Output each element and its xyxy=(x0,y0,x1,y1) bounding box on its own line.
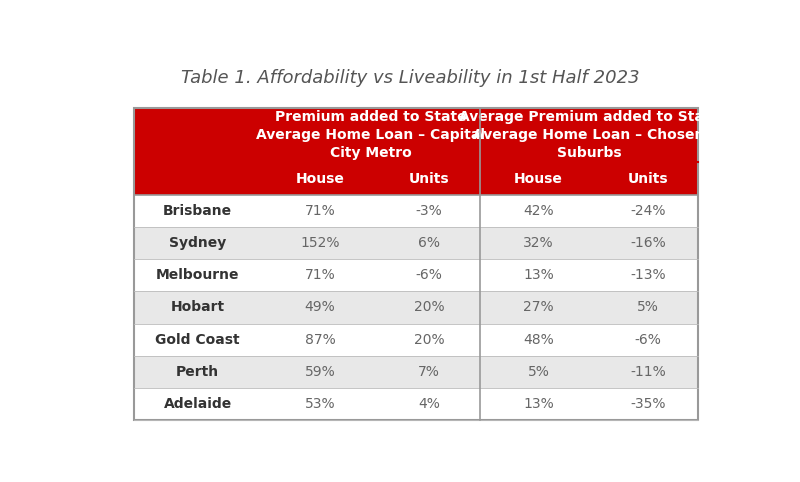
Text: 87%: 87% xyxy=(305,333,335,347)
FancyBboxPatch shape xyxy=(598,388,698,420)
Text: 32%: 32% xyxy=(523,236,554,250)
FancyBboxPatch shape xyxy=(598,356,698,388)
FancyBboxPatch shape xyxy=(262,356,378,388)
Text: 48%: 48% xyxy=(523,333,554,347)
Text: -11%: -11% xyxy=(630,364,666,378)
Text: -13%: -13% xyxy=(630,268,666,282)
FancyBboxPatch shape xyxy=(378,323,480,356)
Text: Units: Units xyxy=(409,172,450,186)
Text: Average Premium added to State
Average Home Loan – Chosen
Suburbs: Average Premium added to State Average H… xyxy=(458,110,719,160)
Text: -16%: -16% xyxy=(630,236,666,250)
FancyBboxPatch shape xyxy=(134,259,262,292)
FancyBboxPatch shape xyxy=(378,228,480,259)
Text: -3%: -3% xyxy=(416,204,442,218)
Text: Table 1. Affordability vs Liveability in 1st Half 2023: Table 1. Affordability vs Liveability in… xyxy=(181,69,639,87)
Text: House: House xyxy=(514,172,563,186)
FancyBboxPatch shape xyxy=(378,259,480,292)
Text: 4%: 4% xyxy=(418,397,440,411)
FancyBboxPatch shape xyxy=(262,259,378,292)
FancyBboxPatch shape xyxy=(262,388,378,420)
Text: 20%: 20% xyxy=(414,300,445,314)
Text: 71%: 71% xyxy=(305,268,335,282)
Text: 71%: 71% xyxy=(305,204,335,218)
FancyBboxPatch shape xyxy=(598,195,698,228)
Text: 59%: 59% xyxy=(305,364,335,378)
FancyBboxPatch shape xyxy=(598,323,698,356)
Text: -6%: -6% xyxy=(634,333,661,347)
FancyBboxPatch shape xyxy=(598,228,698,259)
FancyBboxPatch shape xyxy=(480,323,598,356)
FancyBboxPatch shape xyxy=(134,356,262,388)
FancyBboxPatch shape xyxy=(480,292,598,323)
Text: 152%: 152% xyxy=(300,236,340,250)
Text: 42%: 42% xyxy=(523,204,554,218)
Text: 49%: 49% xyxy=(305,300,335,314)
Text: 20%: 20% xyxy=(414,333,445,347)
Text: Premium added to State
Average Home Loan – Capital
City Metro: Premium added to State Average Home Loan… xyxy=(256,110,485,160)
FancyBboxPatch shape xyxy=(378,195,480,228)
Text: Perth: Perth xyxy=(176,364,219,378)
Text: Adelaide: Adelaide xyxy=(163,397,232,411)
FancyBboxPatch shape xyxy=(134,323,262,356)
Text: 13%: 13% xyxy=(523,397,554,411)
FancyBboxPatch shape xyxy=(480,388,598,420)
FancyBboxPatch shape xyxy=(262,292,378,323)
Text: Gold Coast: Gold Coast xyxy=(155,333,240,347)
FancyBboxPatch shape xyxy=(134,292,262,323)
FancyBboxPatch shape xyxy=(480,195,598,228)
FancyBboxPatch shape xyxy=(598,259,698,292)
Text: 53%: 53% xyxy=(305,397,335,411)
FancyBboxPatch shape xyxy=(378,292,480,323)
FancyBboxPatch shape xyxy=(598,292,698,323)
Text: Melbourne: Melbourne xyxy=(156,268,239,282)
Text: 27%: 27% xyxy=(523,300,554,314)
FancyBboxPatch shape xyxy=(134,195,262,228)
FancyBboxPatch shape xyxy=(134,108,262,195)
Text: 13%: 13% xyxy=(523,268,554,282)
Text: 5%: 5% xyxy=(637,300,658,314)
Text: -6%: -6% xyxy=(416,268,442,282)
FancyBboxPatch shape xyxy=(378,388,480,420)
FancyBboxPatch shape xyxy=(378,356,480,388)
FancyBboxPatch shape xyxy=(262,108,480,195)
Text: Brisbane: Brisbane xyxy=(163,204,232,218)
Text: Hobart: Hobart xyxy=(170,300,225,314)
Text: 7%: 7% xyxy=(418,364,440,378)
FancyBboxPatch shape xyxy=(262,323,378,356)
FancyBboxPatch shape xyxy=(262,228,378,259)
Text: Sydney: Sydney xyxy=(169,236,226,250)
Text: -35%: -35% xyxy=(630,397,666,411)
FancyBboxPatch shape xyxy=(480,356,598,388)
FancyBboxPatch shape xyxy=(134,228,262,259)
Text: 5%: 5% xyxy=(527,364,550,378)
Text: Units: Units xyxy=(627,172,668,186)
Text: -24%: -24% xyxy=(630,204,666,218)
FancyBboxPatch shape xyxy=(480,108,698,195)
FancyBboxPatch shape xyxy=(480,228,598,259)
FancyBboxPatch shape xyxy=(262,195,378,228)
Text: 6%: 6% xyxy=(418,236,440,250)
FancyBboxPatch shape xyxy=(480,259,598,292)
Text: House: House xyxy=(295,172,345,186)
FancyBboxPatch shape xyxy=(134,388,262,420)
